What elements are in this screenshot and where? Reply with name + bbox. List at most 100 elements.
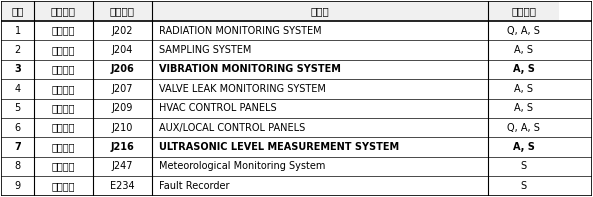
Text: 7: 7	[14, 142, 21, 152]
Text: 3: 3	[14, 64, 21, 74]
Text: J206: J206	[110, 64, 134, 74]
Bar	[488, 137, 559, 157]
Text: 8: 8	[15, 162, 21, 171]
Text: J216: J216	[110, 142, 134, 152]
Bar	[93, 60, 152, 79]
Bar	[34, 157, 93, 176]
Bar	[93, 1, 152, 21]
Text: A, S: A, S	[513, 142, 535, 152]
Text: 품목코드: 품목코드	[110, 6, 135, 16]
Text: HVAC CONTROL PANELS: HVAC CONTROL PANELS	[159, 103, 276, 113]
Text: 9: 9	[15, 181, 21, 191]
Text: 1: 1	[15, 26, 21, 35]
Text: J207: J207	[111, 84, 133, 94]
Bar	[488, 98, 559, 118]
Text: 보조기기: 보조기기	[52, 64, 75, 74]
Bar	[488, 1, 559, 21]
Text: A, S: A, S	[514, 103, 533, 113]
Text: E234: E234	[110, 181, 135, 191]
Bar	[152, 40, 488, 60]
Text: VIBRATION MONITORING SYSTEM: VIBRATION MONITORING SYSTEM	[159, 64, 341, 74]
Bar	[488, 118, 559, 137]
Bar	[1, 98, 34, 118]
Text: Meteorological Monitoring System: Meteorological Monitoring System	[159, 162, 326, 171]
Text: VALVE LEAK MONITORING SYSTEM: VALVE LEAK MONITORING SYSTEM	[159, 84, 326, 94]
Text: A, S: A, S	[514, 84, 533, 94]
Text: 보조기기: 보조기기	[52, 142, 75, 152]
Bar	[1, 118, 34, 137]
Bar	[152, 1, 488, 21]
Text: S: S	[521, 162, 527, 171]
Text: J209: J209	[111, 103, 133, 113]
Text: A, S: A, S	[514, 45, 533, 55]
Text: 순번: 순번	[11, 6, 24, 16]
Bar	[488, 60, 559, 79]
Bar	[1, 60, 34, 79]
Text: 품목명: 품목명	[311, 6, 330, 16]
Text: Q, A, S: Q, A, S	[507, 123, 540, 133]
Bar	[488, 79, 559, 98]
Text: ULTRASONIC LEVEL MEASUREMENT SYSTEM: ULTRASONIC LEVEL MEASUREMENT SYSTEM	[159, 142, 399, 152]
Text: AUX/LOCAL CONTROL PANELS: AUX/LOCAL CONTROL PANELS	[159, 123, 305, 133]
Bar	[93, 176, 152, 196]
Bar	[34, 137, 93, 157]
Bar	[1, 137, 34, 157]
Text: 보조기기: 보조기기	[52, 103, 75, 113]
Text: Fault Recorder: Fault Recorder	[159, 181, 229, 191]
Bar	[93, 21, 152, 40]
Text: 보조기기: 보조기기	[52, 123, 75, 133]
Text: 4: 4	[15, 84, 21, 94]
Text: 6: 6	[15, 123, 21, 133]
Bar	[34, 118, 93, 137]
Bar	[34, 60, 93, 79]
Text: 품목구분: 품목구분	[51, 6, 76, 16]
Bar	[93, 118, 152, 137]
Bar	[34, 98, 93, 118]
Bar	[1, 176, 34, 196]
Bar	[152, 21, 488, 40]
Bar	[488, 157, 559, 176]
Bar	[93, 137, 152, 157]
Bar	[34, 79, 93, 98]
Text: A, S: A, S	[513, 64, 535, 74]
Bar	[34, 40, 93, 60]
Bar	[488, 21, 559, 40]
Text: 보조기기: 보조기기	[52, 45, 75, 55]
Bar	[34, 1, 93, 21]
Bar	[1, 79, 34, 98]
Bar	[152, 157, 488, 176]
Bar	[93, 40, 152, 60]
Bar	[93, 98, 152, 118]
Bar	[152, 60, 488, 79]
Bar	[34, 176, 93, 196]
Text: 2: 2	[14, 45, 21, 55]
Text: 보조기기: 보조기기	[52, 84, 75, 94]
Bar	[152, 98, 488, 118]
Text: Q, A, S: Q, A, S	[507, 26, 540, 35]
Text: 보조기기: 보조기기	[52, 181, 75, 191]
Text: 품질등급: 품질등급	[511, 6, 536, 16]
Bar	[152, 79, 488, 98]
Text: SAMPLING SYSTEM: SAMPLING SYSTEM	[159, 45, 251, 55]
Bar	[34, 21, 93, 40]
Text: 보조기기: 보조기기	[52, 26, 75, 35]
Bar	[93, 79, 152, 98]
Bar	[488, 176, 559, 196]
Text: J210: J210	[111, 123, 133, 133]
Text: S: S	[521, 181, 527, 191]
Bar	[1, 40, 34, 60]
Bar	[152, 176, 488, 196]
Text: J202: J202	[111, 26, 133, 35]
Text: J247: J247	[111, 162, 133, 171]
Text: 보조기기: 보조기기	[52, 162, 75, 171]
Text: J204: J204	[111, 45, 133, 55]
Bar	[93, 157, 152, 176]
Text: 5: 5	[14, 103, 21, 113]
Text: RADIATION MONITORING SYSTEM: RADIATION MONITORING SYSTEM	[159, 26, 321, 35]
Bar	[1, 157, 34, 176]
Bar	[1, 21, 34, 40]
Bar	[152, 137, 488, 157]
Bar	[488, 40, 559, 60]
Bar	[152, 118, 488, 137]
Bar	[1, 1, 34, 21]
